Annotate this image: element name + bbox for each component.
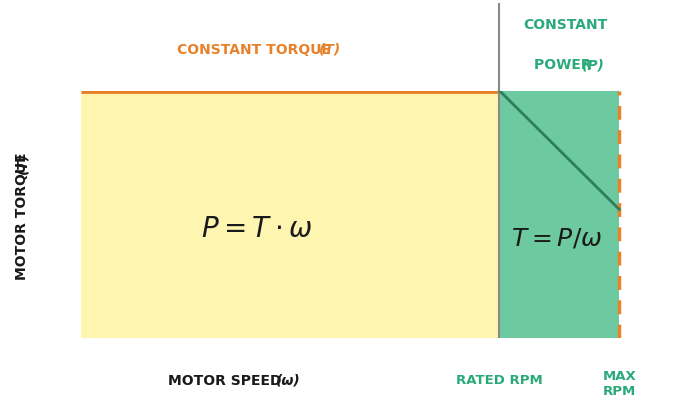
Text: POWER: POWER [534, 58, 596, 72]
Text: MOTOR SPEED: MOTOR SPEED [168, 374, 286, 388]
Text: $T = P/\omega$: $T = P/\omega$ [511, 227, 603, 251]
Bar [500, 91, 620, 338]
Text: (ω): (ω) [276, 374, 301, 388]
Bar [80, 91, 500, 338]
Text: MAX
RPM: MAX RPM [602, 370, 636, 398]
Text: CONSTANT: CONSTANT [523, 19, 608, 33]
Text: (T): (T) [15, 152, 29, 174]
Text: MOTOR TORQUE: MOTOR TORQUE [15, 148, 29, 281]
Text: (P): (P) [582, 58, 605, 72]
Text: $P = T \cdot \omega$: $P = T \cdot \omega$ [201, 215, 312, 243]
Text: (T): (T) [318, 43, 341, 57]
Text: CONSTANT TORQUE: CONSTANT TORQUE [177, 43, 336, 57]
Text: RATED RPM: RATED RPM [456, 375, 542, 387]
